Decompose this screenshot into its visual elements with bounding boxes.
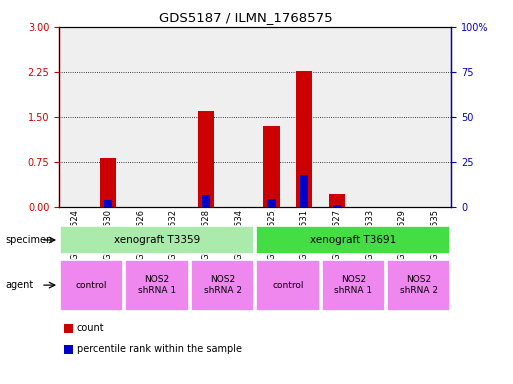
- Bar: [100, 158, 116, 207]
- Bar: [419, 27, 451, 207]
- Bar: [263, 126, 280, 207]
- Text: count: count: [77, 323, 105, 333]
- Text: percentile rank within the sample: percentile rank within the sample: [77, 344, 242, 354]
- Bar: [329, 194, 345, 207]
- Text: xenograft T3359: xenograft T3359: [114, 235, 200, 245]
- Bar: [60, 226, 254, 254]
- Bar: [125, 260, 189, 311]
- Bar: [60, 260, 124, 311]
- Text: NOS2
shRNA 2: NOS2 shRNA 2: [400, 275, 438, 295]
- Bar: [198, 111, 214, 207]
- Bar: [256, 260, 320, 311]
- Bar: [104, 200, 112, 207]
- Bar: [322, 260, 385, 311]
- Text: NOS2
shRNA 1: NOS2 shRNA 1: [334, 275, 372, 295]
- Bar: [202, 195, 210, 207]
- Bar: [300, 175, 308, 207]
- Text: NOS2
shRNA 1: NOS2 shRNA 1: [138, 275, 176, 295]
- Bar: [256, 226, 450, 254]
- Bar: [321, 27, 353, 207]
- Bar: [333, 205, 341, 207]
- Bar: [296, 71, 312, 207]
- Bar: [288, 27, 321, 207]
- Text: xenograft T3691: xenograft T3691: [310, 235, 397, 245]
- Bar: [387, 260, 450, 311]
- Bar: [386, 27, 419, 207]
- Bar: [353, 27, 386, 207]
- Bar: [190, 27, 223, 207]
- Text: NOS2
shRNA 2: NOS2 shRNA 2: [204, 275, 242, 295]
- Text: control: control: [76, 281, 107, 290]
- Bar: [157, 27, 190, 207]
- Bar: [255, 27, 288, 207]
- Bar: [223, 27, 255, 207]
- Bar: [267, 199, 275, 207]
- Text: GDS5187 / ILMN_1768575: GDS5187 / ILMN_1768575: [160, 12, 333, 25]
- Bar: [59, 27, 92, 207]
- Bar: [92, 27, 124, 207]
- Text: specimen: specimen: [5, 235, 52, 245]
- Bar: [191, 260, 254, 311]
- Text: agent: agent: [5, 280, 33, 290]
- Bar: [124, 27, 157, 207]
- Text: control: control: [272, 281, 304, 290]
